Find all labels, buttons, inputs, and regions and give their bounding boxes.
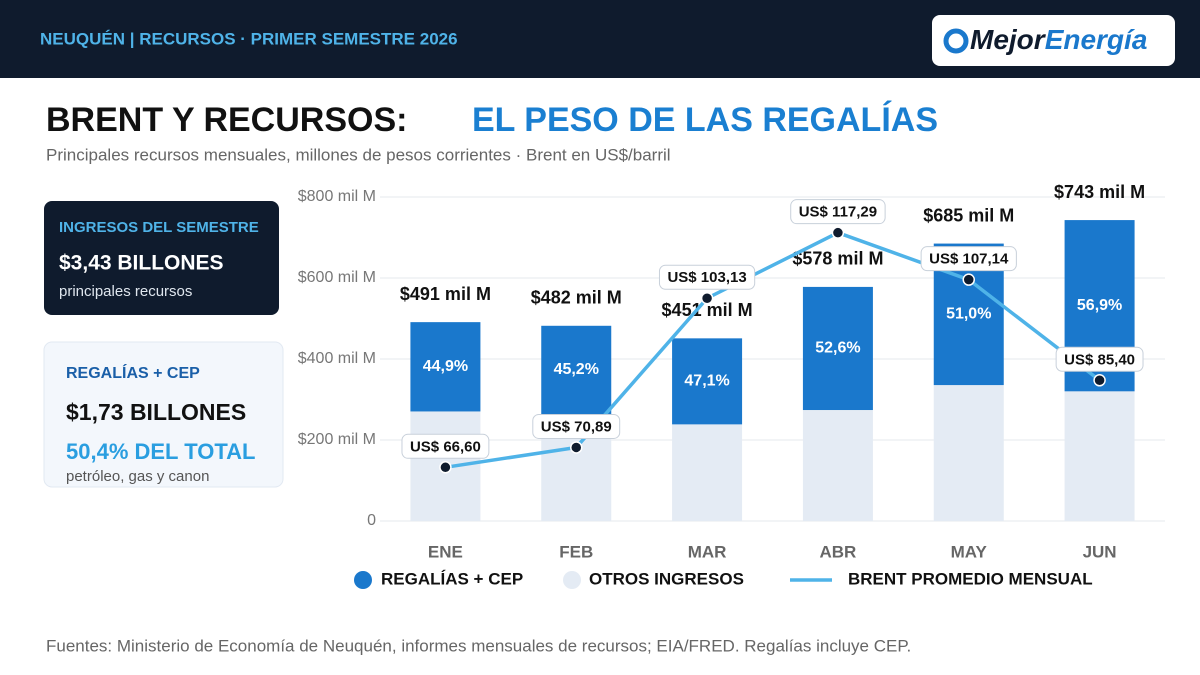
share-label: 51,0% <box>946 306 991 323</box>
legend-swatch <box>563 571 581 589</box>
value-label-box <box>790 199 886 225</box>
value-label: US$ 107,14 <box>920 246 1017 272</box>
total-label: $491 mil M <box>400 284 491 304</box>
card-note: principales recursos <box>59 283 192 300</box>
line-point <box>439 461 452 474</box>
card-label: REGALÍAS + CEP <box>66 363 200 382</box>
line-point <box>700 291 714 305</box>
y-tick-label: $600 mil M <box>298 269 376 286</box>
logo-part1: Mejor <box>970 24 1047 55</box>
value-label-box <box>1055 346 1144 372</box>
share-label: 52,6% <box>815 340 860 357</box>
subtitle: Principales recursos mensuales, millones… <box>46 145 671 164</box>
total-label: $482 mil M <box>531 288 622 308</box>
total-label: $685 mil M <box>923 205 1014 225</box>
card-value: $3,43 BILLONES <box>59 252 224 275</box>
logo: MejorEnergía <box>970 24 1147 55</box>
total-label: $578 mil M <box>792 249 883 269</box>
bar-segment <box>933 385 1004 521</box>
share-label: 45,2% <box>554 361 599 378</box>
bar-segment <box>410 322 481 412</box>
value-label-text: US$ 66,60 <box>410 438 481 455</box>
card <box>43 341 284 488</box>
value-label: US$ 70,89 <box>532 413 621 439</box>
x-tick-label: MAY <box>951 542 988 561</box>
title-part2: EL PESO DE LAS REGALÍAS <box>472 101 938 139</box>
bar-segment <box>541 325 612 415</box>
logo-part2: Energía <box>1045 24 1148 55</box>
value-label-text: US$ 85,40 <box>1064 351 1135 368</box>
value-label: US$ 85,40 <box>1055 346 1144 372</box>
card-label: INGRESOS DEL SEMESTRE <box>59 219 259 236</box>
value-label-text: US$ 107,14 <box>929 251 1009 268</box>
value-label-text: US$ 70,89 <box>541 418 612 435</box>
line-point <box>831 226 845 239</box>
value-label-text: US$ 117,29 <box>799 204 877 221</box>
plot: 0 $200 mil M $400 mil M $600 mil M $800 mil … <box>298 182 1165 589</box>
line-point <box>962 273 975 286</box>
x-tick-label: FEB <box>559 542 593 561</box>
bar-segment <box>802 286 873 411</box>
card-share: 50,4% DEL TOTAL <box>66 439 256 464</box>
value-label-box <box>401 433 490 459</box>
value-label-box <box>920 246 1017 272</box>
legend-label: REGALÍAS + CEP <box>381 569 523 588</box>
value-label: US$ 103,13 <box>658 264 756 290</box>
x-tick-label: JUN <box>1083 542 1117 561</box>
source: Fuentes: Ministerio de Economía de Neuqu… <box>46 636 911 655</box>
value-label: US$ 117,29 <box>790 199 886 225</box>
card-value: $1,73 BILLONES <box>66 399 246 425</box>
value-label-text: US$ 103,13 <box>667 269 746 286</box>
value-label-box <box>658 264 756 290</box>
x-tick-label: ENE <box>428 542 463 561</box>
line <box>445 230 1101 470</box>
x-tick-label: MAR <box>688 542 727 561</box>
bar-segment <box>672 338 743 425</box>
share-label: 44,9% <box>423 358 468 375</box>
x-tick-label: ABR <box>819 542 856 561</box>
value-label-box <box>532 413 621 439</box>
legend-swatch <box>354 571 372 589</box>
bar-segment <box>1064 391 1135 521</box>
y-tick-label: $200 mil M <box>298 431 376 448</box>
y-tick-label: $400 mil M <box>298 350 376 367</box>
line-point <box>570 441 583 454</box>
total-label: $451 mil M <box>662 300 753 320</box>
kicker: NEUQUÉN | RECURSOS · PRIMER SEMESTRE 202… <box>40 29 458 48</box>
logo-icon <box>943 28 969 54</box>
legend-label: OTROS INGRESOS <box>589 569 744 588</box>
bar-segment <box>672 424 743 521</box>
share-label: 56,9% <box>1077 297 1122 314</box>
legend-label: BRENT PROMEDIO MENSUAL <box>848 569 1093 588</box>
share-label: 47,1% <box>684 373 729 390</box>
line-point <box>1093 374 1106 387</box>
card-note: petróleo, gas y canon <box>66 468 209 485</box>
y-tick-label: $800 mil M <box>298 188 376 205</box>
total-label: $743 mil M <box>1054 182 1145 202</box>
y-tick-label: 0 <box>367 512 376 529</box>
bar-segment <box>802 410 873 521</box>
logo-box <box>932 15 1175 66</box>
card <box>44 201 279 315</box>
title-part1: BRENT Y RECURSOS: <box>46 101 407 139</box>
value-label: US$ 66,60 <box>401 433 490 459</box>
